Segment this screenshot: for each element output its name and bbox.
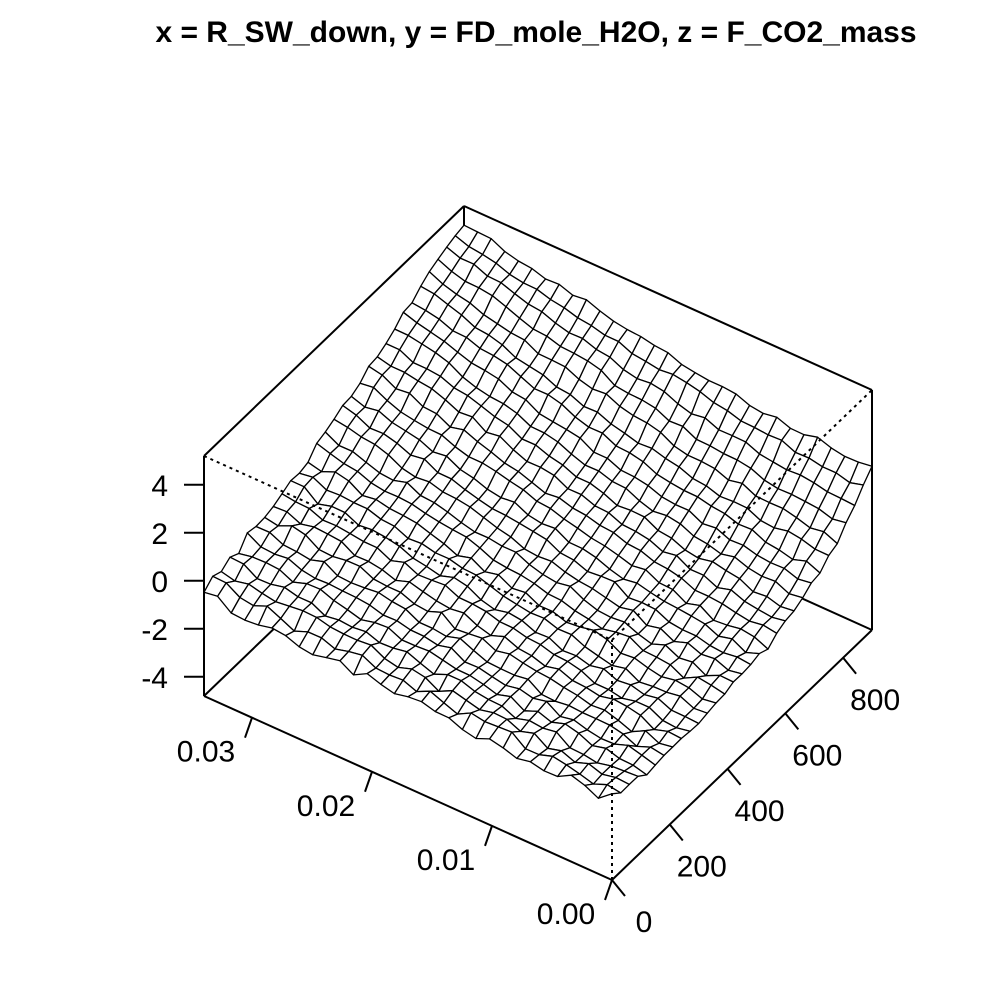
x-axis-tick: [484, 825, 493, 847]
y-axis-tick-label: 600: [792, 739, 842, 772]
y-axis-tick: [669, 823, 684, 842]
y-axis-tick-label: 0: [636, 906, 653, 939]
box-edge-back-top-left: [203, 205, 465, 457]
y-axis-tick-label: 800: [850, 684, 900, 717]
box-front-edges: [203, 389, 873, 881]
x-axis-tick-label: 0.02: [297, 790, 355, 823]
box-edge-front-bottom-right: [611, 629, 873, 881]
z-axis-tick-label: -4: [141, 662, 168, 695]
x-axis-tick: [244, 717, 253, 738]
surface-mesh: [203, 224, 873, 799]
y-axis-tick: [611, 879, 626, 897]
x-axis-tick-label: 0.03: [177, 736, 235, 769]
box-edge-front-bottom-left: [203, 695, 613, 881]
z-axis-tick-label: 0: [151, 566, 168, 599]
box-edge-front-top-left: [203, 455, 613, 641]
surface-facet: [597, 784, 622, 799]
z-axis-tick-label: -2: [141, 614, 168, 647]
y-axis-tick-label: 200: [677, 850, 727, 883]
x-axis-tick-label: 0.00: [537, 898, 595, 931]
chart-title: x = R_SW_down, y = FD_mole_H2O, z = F_CO…: [155, 16, 916, 49]
box-edge-back-top-right: [463, 205, 873, 391]
y-axis-tick-label: 400: [735, 795, 785, 828]
x-axis-tick: [364, 771, 373, 793]
z-axis-tick-label: 2: [151, 518, 168, 551]
y-axis-tick: [784, 712, 800, 730]
y-axis-tick: [842, 657, 857, 675]
x-axis-tick-label: 0.01: [417, 844, 475, 877]
z-axis-tick-label: 4: [151, 470, 168, 503]
x-axis-tick: [604, 879, 613, 901]
y-axis-tick: [726, 768, 742, 786]
